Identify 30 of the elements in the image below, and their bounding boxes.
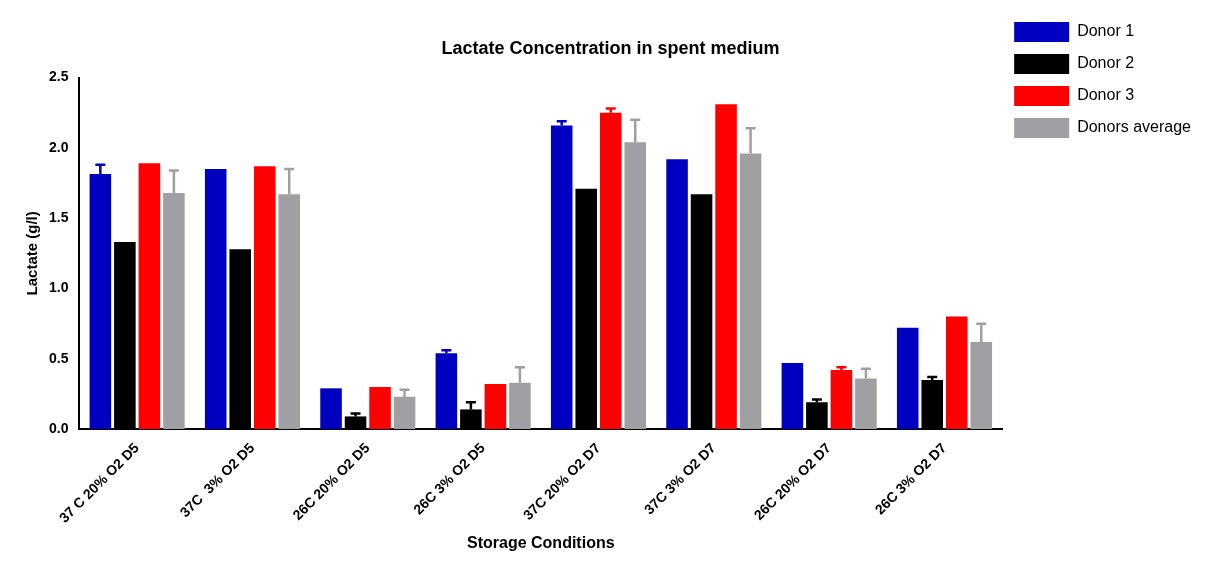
bar	[138, 163, 161, 430]
bar	[781, 363, 804, 430]
bar	[715, 104, 737, 430]
bar	[253, 166, 276, 430]
x-tick-label: 37C 3% O2 D7	[640, 439, 719, 518]
y-tick-label: 0.5	[48, 349, 69, 366]
y-tick-label: 2.5	[48, 68, 69, 85]
legend-label: Donor 1	[1077, 22, 1135, 40]
bar	[435, 353, 458, 430]
x-axis-title: Storage Conditions	[467, 533, 615, 551]
y-tick-label: 1.5	[48, 209, 69, 226]
y-tick-label: 2.0	[48, 138, 69, 155]
chart-title: Lactate Concentration in spent medium	[441, 37, 780, 58]
bar	[830, 370, 853, 430]
x-tick-label: 37C 3% O2 D5	[176, 439, 258, 521]
x-tick-label: 26C 3% O2 D5	[410, 439, 489, 518]
legend-label: Donor 3	[1077, 86, 1135, 104]
x-tick-label: 26C 3% O2 D7	[871, 439, 950, 518]
bar	[204, 168, 227, 430]
bar	[484, 384, 507, 430]
legend-label: Donors average	[1077, 118, 1192, 136]
bar	[666, 159, 688, 430]
bar	[369, 386, 391, 430]
y-tick-label: 1.0	[48, 279, 69, 296]
legend-label: Donor 2	[1077, 54, 1135, 72]
y-axis-title: Lactate (g/l)	[23, 211, 41, 296]
bar	[896, 327, 919, 430]
bar	[320, 388, 342, 430]
bar	[945, 316, 968, 430]
y-tick-label: 0.0	[48, 419, 69, 436]
